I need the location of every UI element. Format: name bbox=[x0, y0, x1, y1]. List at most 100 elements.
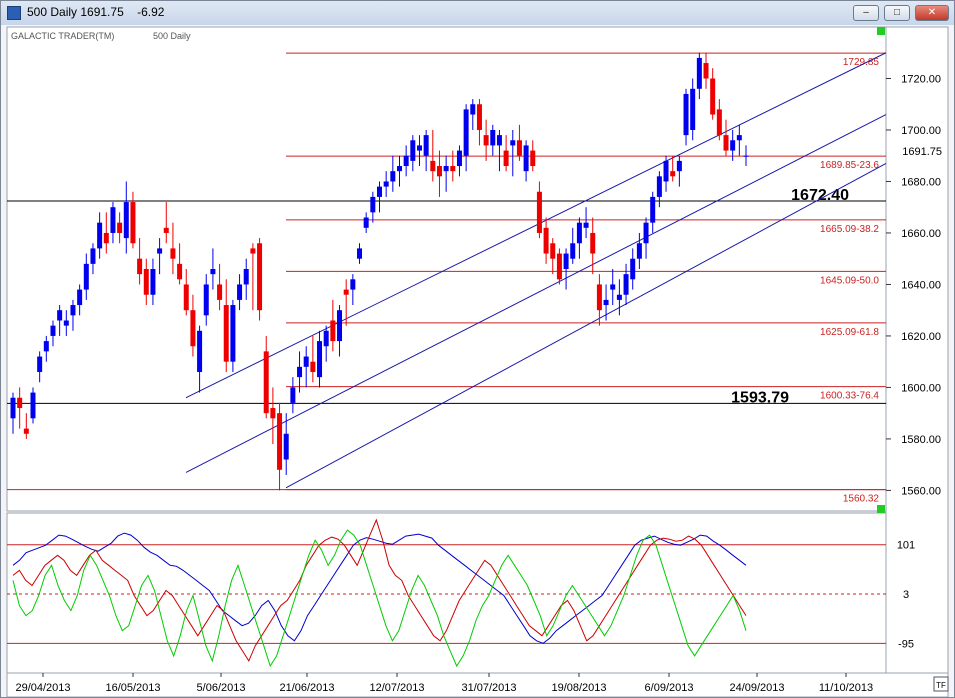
candle-body bbox=[570, 243, 576, 259]
candle-body bbox=[243, 269, 249, 285]
candle-body bbox=[63, 320, 69, 326]
candle-body bbox=[357, 248, 363, 259]
y-tick-label: 1720.00 bbox=[901, 73, 941, 85]
x-tick-label: 11/10/2013 bbox=[819, 682, 873, 694]
candle-body bbox=[270, 408, 276, 419]
x-tick-label: 12/07/2013 bbox=[369, 682, 424, 694]
scroll-top-marker[interactable] bbox=[877, 27, 885, 35]
app-icon bbox=[7, 6, 21, 20]
candle-body bbox=[237, 284, 243, 300]
candle-body bbox=[290, 387, 296, 403]
candle-body bbox=[416, 145, 422, 151]
candle-body bbox=[43, 341, 49, 352]
candle-body bbox=[23, 428, 29, 434]
candle-body bbox=[137, 258, 143, 275]
candle-body bbox=[343, 289, 349, 295]
candle-body bbox=[317, 341, 323, 378]
candle-body bbox=[616, 294, 622, 300]
x-tick-label: 24/09/2013 bbox=[729, 682, 784, 694]
candle-body bbox=[643, 222, 649, 244]
oscillator-line bbox=[12, 518, 747, 662]
candle-body bbox=[490, 129, 496, 146]
candle-body bbox=[676, 160, 682, 172]
candle-body bbox=[337, 310, 343, 342]
candle-body bbox=[363, 217, 369, 228]
oscillator-panel bbox=[6, 512, 887, 674]
candle-body bbox=[496, 135, 502, 146]
price-chart[interactable]: TF GALACTIC TRADER(TM) 500 Daily 1729.85… bbox=[1, 25, 954, 697]
candle-body bbox=[450, 166, 456, 172]
candle-body bbox=[483, 135, 489, 146]
candle-body bbox=[636, 243, 642, 259]
candle-body bbox=[650, 196, 656, 223]
trend-channel-line bbox=[185, 114, 887, 473]
candle-body bbox=[510, 140, 516, 146]
tf-button-label: TF bbox=[936, 681, 946, 690]
candle-body bbox=[190, 310, 196, 347]
candle-body bbox=[183, 284, 189, 311]
candle-body bbox=[423, 135, 429, 156]
tf-button[interactable] bbox=[933, 676, 949, 692]
minimize-button[interactable]: – bbox=[853, 5, 879, 21]
candle-body bbox=[177, 263, 183, 280]
candle-body bbox=[456, 150, 462, 167]
candle-body bbox=[716, 109, 722, 136]
candle-body bbox=[330, 320, 336, 342]
candle-body bbox=[370, 196, 376, 213]
maximize-button[interactable]: □ bbox=[884, 5, 910, 21]
candle-body bbox=[323, 330, 329, 347]
candle-body bbox=[550, 243, 556, 259]
close-button[interactable]: ✕ bbox=[915, 5, 949, 21]
candle-body bbox=[217, 284, 223, 300]
scroll-bottom-marker[interactable] bbox=[877, 505, 885, 513]
time-axis bbox=[6, 672, 949, 697]
candle-body bbox=[257, 243, 263, 311]
x-tick-label: 19/08/2013 bbox=[551, 682, 606, 694]
candle-body bbox=[736, 135, 742, 141]
support-label: 1672.40 bbox=[791, 187, 849, 204]
candle-body bbox=[350, 279, 356, 290]
fib-level-label: 1600.33-76.4 bbox=[820, 391, 879, 402]
candle-body bbox=[303, 356, 309, 367]
candle-body bbox=[623, 274, 629, 295]
candle-body bbox=[630, 258, 636, 280]
candle-body bbox=[223, 305, 229, 362]
candle-body bbox=[103, 232, 109, 244]
candle-body bbox=[396, 166, 402, 172]
candle-body bbox=[743, 155, 749, 157]
y-tick-label: 1580.00 bbox=[901, 434, 941, 446]
candle-body bbox=[603, 299, 609, 306]
oscillator-tick-label: 101 bbox=[897, 540, 915, 552]
candle-body bbox=[503, 150, 509, 167]
candle-body bbox=[563, 253, 569, 269]
fib-level-label: 1560.32 bbox=[843, 494, 880, 505]
fib-level-label: 1729.85 bbox=[843, 57, 880, 68]
candle-body bbox=[83, 263, 89, 290]
oscillator-line bbox=[12, 529, 747, 668]
title-bar[interactable]: 500 Daily 1691.75 -6.92 – □ ✕ bbox=[1, 1, 954, 26]
candle-body bbox=[277, 413, 283, 470]
fib-level-label: 1689.85-23.6 bbox=[820, 160, 879, 171]
fib-level-label: 1645.09-50.0 bbox=[820, 275, 879, 286]
candle-body bbox=[10, 397, 16, 419]
oscillator-line bbox=[12, 532, 747, 644]
candle-body bbox=[17, 397, 23, 409]
candle-body bbox=[710, 78, 716, 115]
candle-body bbox=[170, 248, 176, 259]
candle-body bbox=[403, 155, 409, 167]
candle-body bbox=[310, 361, 316, 372]
candle-body bbox=[523, 145, 529, 172]
candle-body bbox=[163, 227, 169, 233]
candle-body bbox=[463, 109, 469, 156]
candle-body bbox=[70, 305, 76, 316]
oscillator-tick-label: -95 bbox=[898, 638, 914, 650]
candle-body bbox=[596, 284, 602, 311]
candle-body bbox=[696, 57, 702, 89]
candle-body bbox=[297, 366, 303, 378]
candle-body bbox=[77, 289, 83, 306]
candle-body bbox=[610, 284, 616, 290]
y-tick-label: 1600.00 bbox=[901, 382, 941, 394]
candle-body bbox=[683, 93, 689, 136]
x-tick-label: 29/04/2013 bbox=[15, 682, 70, 694]
candle-body bbox=[57, 310, 63, 321]
